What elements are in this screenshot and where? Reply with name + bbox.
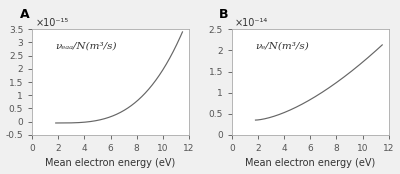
Text: ×10⁻¹⁴: ×10⁻¹⁴ [235, 18, 268, 28]
Text: B: B [219, 8, 229, 21]
Text: νₑ/N(m³/s): νₑ/N(m³/s) [256, 42, 309, 51]
Text: A: A [20, 8, 29, 21]
X-axis label: Mean electron energy (eV): Mean electron energy (eV) [245, 159, 376, 168]
X-axis label: Mean electron energy (eV): Mean electron energy (eV) [46, 159, 176, 168]
Text: νₑₐₐ/N(m³/s): νₑₐₐ/N(m³/s) [56, 42, 117, 51]
Text: ×10⁻¹⁵: ×10⁻¹⁵ [35, 18, 68, 28]
